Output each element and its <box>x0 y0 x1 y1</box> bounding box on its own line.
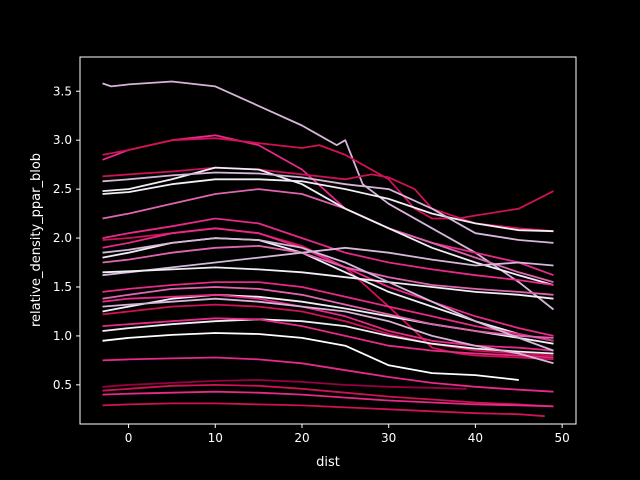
series-line-29 <box>102 402 545 418</box>
series-line-27 <box>102 383 554 408</box>
y-tick-label: 2.0 <box>53 231 72 245</box>
axes-frame <box>79 56 577 425</box>
series-line-20 <box>102 303 554 357</box>
y-tick-label: 2.5 <box>53 182 72 196</box>
series-line-24 <box>102 297 554 365</box>
x-tick-label: 30 <box>381 431 396 445</box>
series-line-25 <box>102 237 554 352</box>
series-line-16 <box>102 281 554 342</box>
x-tick-label: 10 <box>208 431 223 445</box>
series-line-22 <box>102 332 519 381</box>
y-tick-label: 3.0 <box>53 133 72 147</box>
series-line-8 <box>102 171 554 244</box>
x-axis-label: dist <box>316 455 340 470</box>
series-line-3 <box>102 137 554 220</box>
series-line-19 <box>102 293 554 352</box>
x-tick-label: 0 <box>125 431 133 445</box>
series-line-12 <box>102 227 554 337</box>
series-line-30 <box>102 379 467 390</box>
series-line-7 <box>102 178 554 233</box>
x-tick-label: 50 <box>554 431 569 445</box>
y-axis-label: relative_density_ppar_blob <box>29 153 44 327</box>
series-line-14 <box>102 246 554 277</box>
series-line-1 <box>102 80 555 311</box>
x-tick-label: 40 <box>468 431 483 445</box>
series-line-13 <box>102 244 554 296</box>
y-tick-label: 1.5 <box>53 280 72 294</box>
y-axis-ticks: 0.5 1.0 1.5 2.0 2.5 3.0 3.5 <box>53 84 80 392</box>
y-tick-label: 0.5 <box>53 378 72 392</box>
series-line-28 <box>102 390 554 408</box>
series-line-4 <box>102 188 554 283</box>
y-tick-label: 3.5 <box>53 84 72 98</box>
series-line-9 <box>102 217 554 286</box>
series-lines <box>102 80 555 418</box>
y-tick-label: 1.0 <box>53 329 72 343</box>
x-axis-ticks: 0 10 20 30 40 50 <box>125 424 570 445</box>
series-line-21 <box>102 318 554 355</box>
series-line-18 <box>102 286 554 339</box>
series-line-23 <box>102 317 554 359</box>
x-tick-label: 20 <box>294 431 309 445</box>
series-line-15 <box>102 266 554 300</box>
series-line-26 <box>102 356 554 393</box>
